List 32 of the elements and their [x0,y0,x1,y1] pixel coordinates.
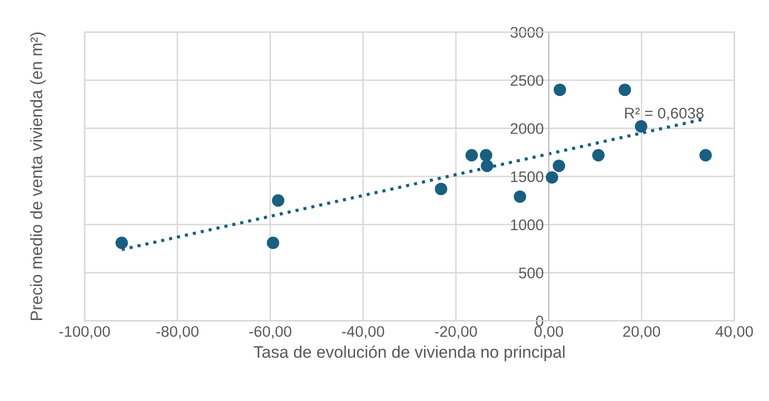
point [634,120,648,133]
x-tick-label: -40,00 [342,326,384,339]
x-tick-label: 40,00 [716,326,753,339]
point [554,84,566,96]
point [434,182,448,196]
y-tick-label: 0 [536,316,544,326]
y-tick-label: 1500 [511,171,544,182]
y-tick-label: 2000 [510,123,544,134]
y-tick-label: 1000 [511,219,544,230]
point [699,149,712,162]
point [546,171,558,184]
x-axis-title: Tasa de evolución de vivienda no principal [254,345,565,362]
point [465,149,478,162]
y-tick-label: 500 [519,268,544,278]
point [266,236,280,250]
point [480,149,492,162]
annotation: R² = 0,6038 [625,108,704,120]
y-axis-title: Precio medio de venta vivienda (en m²) [30,32,46,320]
x-tick-label: 20,00 [623,326,660,339]
point [618,84,632,96]
point [480,160,494,172]
x-tick-label: -80,00 [156,326,198,339]
x-tick-label: -60,00 [249,326,292,339]
x-tick-label: -100,00 [59,326,110,339]
point [592,149,605,162]
point [116,236,128,250]
point [552,160,566,172]
point [272,194,284,207]
x-tick-label: 0,00 [534,326,564,339]
x-tick-label: -20,00 [434,326,477,339]
point [514,190,526,203]
y-tick-label: 2500 [510,75,544,86]
